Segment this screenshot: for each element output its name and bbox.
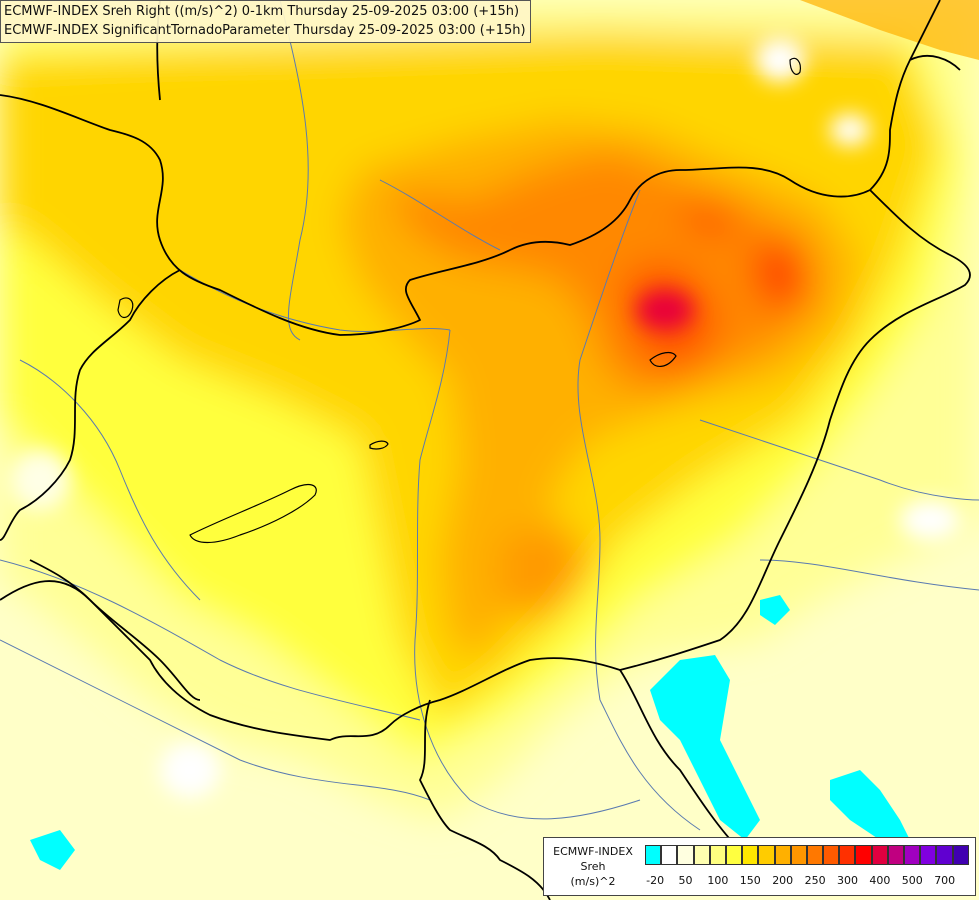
legend-unit: (m/s)^2 — [570, 875, 616, 888]
border-southeast — [619, 669, 741, 851]
river-south-east — [599, 699, 701, 831]
river-tisza — [577, 189, 641, 701]
legend-swatch — [855, 845, 872, 865]
legend-tick-label: 250 — [804, 874, 826, 887]
legend-tick-label: 50 — [678, 874, 693, 887]
sreh-band-250-south — [500, 520, 590, 620]
legend-source: ECMWF-INDEX — [553, 845, 633, 858]
legend-color-bar — [645, 845, 969, 865]
title-sreh: ECMWF-INDEX Sreh Right ((m/s)^2) 0-1km T… — [4, 4, 520, 19]
lake-small-2 — [117, 297, 134, 319]
legend-tick-label: 400 — [869, 874, 891, 887]
legend-swatch — [871, 845, 888, 865]
sreh-negative-patch-2 — [830, 770, 910, 840]
river-east-2 — [759, 559, 979, 591]
legend-swatch — [742, 845, 759, 865]
legend-swatch — [758, 845, 775, 865]
legend-tick-label: 300 — [837, 874, 858, 887]
legend-tick-label: 700 — [934, 874, 956, 887]
legend-swatch — [677, 845, 694, 865]
river-north-2 — [379, 179, 501, 251]
sreh-band-300-north — [680, 200, 740, 240]
title-stp: ECMWF-INDEX SignificantTornadoParameter … — [4, 23, 526, 38]
legend-labels: ECMWF-INDEX Sreh (m/s)^2 — [544, 844, 642, 889]
sreh-low-west-2 — [10, 450, 70, 510]
border-northeast — [909, 0, 941, 61]
sreh-core-400 — [637, 290, 693, 330]
legend-swatch — [661, 845, 678, 865]
river-danube-south — [414, 329, 641, 820]
sreh-negative-patch-1 — [650, 655, 760, 840]
legend-variable: Sreh — [580, 860, 606, 873]
lake-small-3 — [789, 57, 801, 75]
legend-swatch — [774, 845, 791, 865]
legend-tick-label: 500 — [901, 874, 923, 887]
legend-tick-labels: -20 50 100 150 200 250 300 400 500 700 — [645, 874, 969, 890]
legend-swatch — [904, 845, 921, 865]
sreh-band-north-strip — [800, 0, 979, 60]
lake-small-1 — [369, 440, 389, 450]
river-east-1 — [699, 419, 979, 501]
border-south-2 — [419, 699, 551, 900]
lake-small-4 — [649, 351, 677, 367]
border-north — [0, 55, 961, 336]
river-west — [19, 359, 201, 601]
border-south — [29, 559, 621, 741]
legend-swatch — [839, 845, 856, 865]
river-sava — [0, 639, 431, 801]
sreh-negative-patch-3 — [760, 595, 790, 625]
legend-swatch — [790, 845, 807, 865]
legend-tick-label: -20 — [646, 874, 665, 887]
legend-tick-label: 150 — [739, 874, 761, 887]
legend-swatch — [823, 845, 840, 865]
border-west — [0, 269, 181, 541]
legend-swatch — [887, 845, 904, 865]
rivers — [0, 0, 979, 831]
sreh-low-west-1 — [160, 742, 220, 798]
border-southwest — [0, 580, 201, 701]
legend-swatch — [645, 845, 662, 865]
legend-swatch — [806, 845, 824, 865]
sreh-negative-patch-4 — [30, 830, 75, 870]
color-legend: ECMWF-INDEX Sreh (m/s)^2 -20 50 100 150 200 2… — [543, 837, 976, 896]
legend-tick-label: 200 — [772, 874, 794, 887]
map-title-box: ECMWF-INDEX Sreh Right ((m/s)^2) 0-1km T… — [0, 0, 531, 43]
legend-swatch — [936, 845, 953, 865]
legend-swatch — [709, 845, 726, 865]
legend-tick-label: 100 — [707, 874, 729, 887]
legend-swatch — [725, 845, 743, 865]
sreh-low-east-1 — [900, 500, 960, 540]
lake-balaton — [189, 483, 317, 544]
legend-swatch — [920, 845, 937, 865]
sreh-low-north-2 — [830, 114, 870, 146]
legend-swatch — [952, 845, 969, 865]
river-north-1 — [279, 0, 309, 341]
river-danube-upper — [179, 269, 451, 332]
sreh-band-300-east — [750, 240, 810, 310]
border-east — [619, 189, 971, 671]
legend-swatch — [693, 845, 710, 865]
